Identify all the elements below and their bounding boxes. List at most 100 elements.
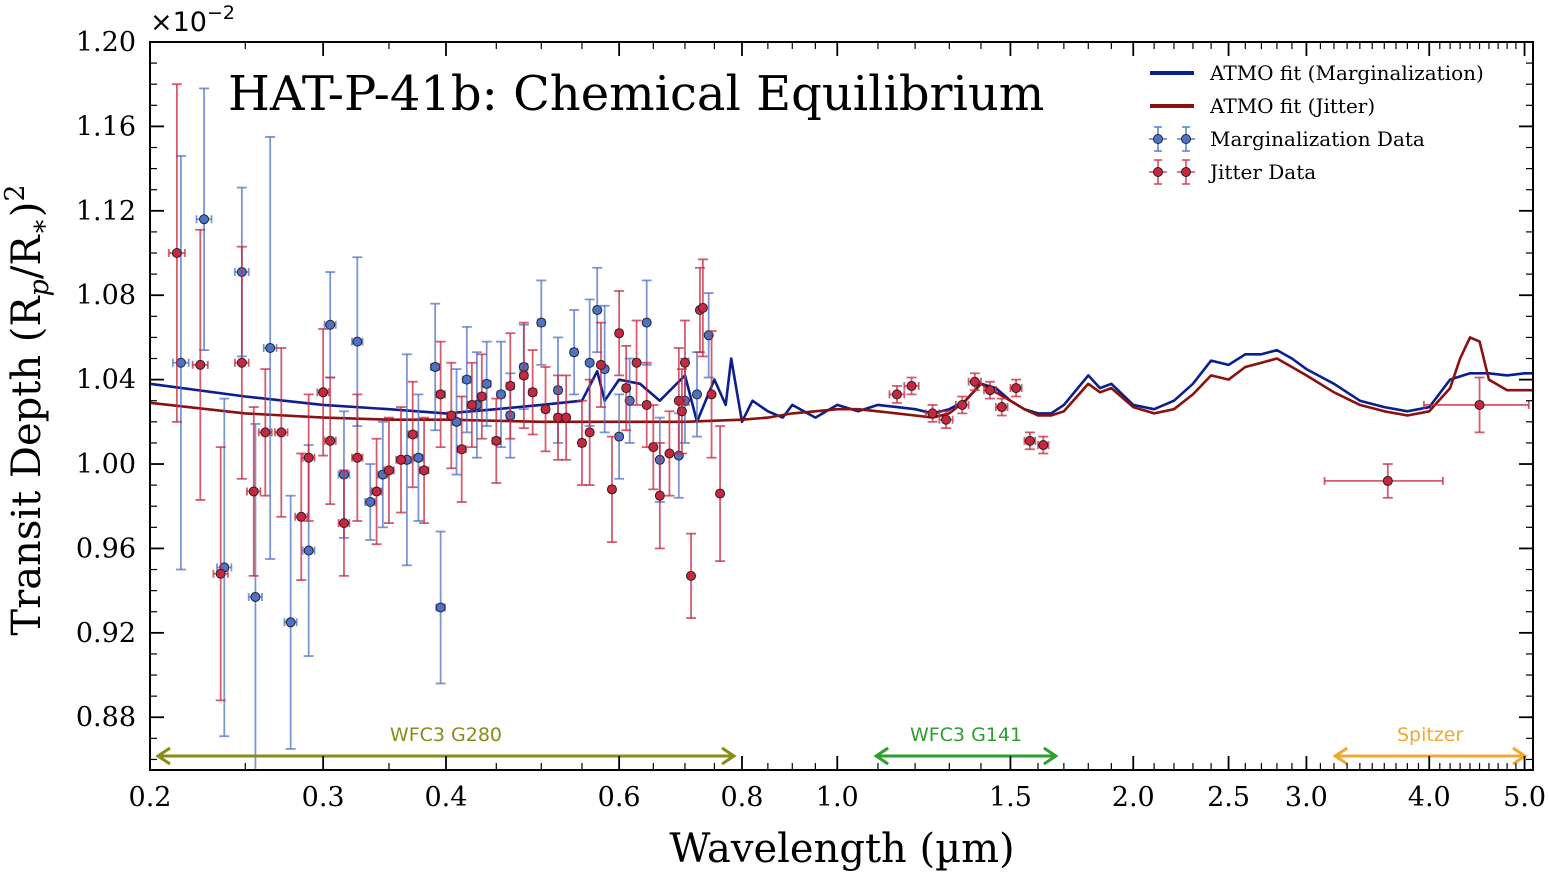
- data-point-0-4: [247, 423, 263, 771]
- data-point-1-34: [614, 290, 625, 377]
- data-point-0-1: [195, 87, 213, 351]
- data-point-1-21: [466, 361, 477, 449]
- data-point-1-32: [595, 321, 606, 408]
- data-point-1-31: [584, 378, 595, 487]
- data-point-1-7: [294, 452, 309, 581]
- data-point-0-16: [435, 530, 446, 685]
- legend-label: Marginalization Data: [1210, 127, 1425, 151]
- legend-marker: [1153, 134, 1163, 144]
- data-point-1-35: [621, 344, 632, 432]
- data-point-1-22: [476, 353, 487, 440]
- data-point-0-28: [592, 266, 603, 354]
- data-point-1-8: [301, 393, 316, 522]
- data-point-1-11: [337, 469, 351, 577]
- y-tick-label: 0.88: [76, 702, 136, 733]
- data-point-0-21: [496, 340, 507, 449]
- y-tick-label: 1.20: [76, 27, 136, 58]
- data-point-1-60: [1323, 463, 1444, 499]
- legend: ATMO fit (Marginalization) ATMO fit (Jitt…: [1149, 61, 1484, 185]
- annotation-label: WFC3 G280: [390, 724, 502, 746]
- data-point-1-61: [1422, 376, 1530, 434]
- annotation-arrowhead-left: [155, 746, 171, 766]
- data-point-0-15: [429, 302, 441, 432]
- data-point-0-2: [216, 397, 233, 738]
- data-point-1-46: [697, 258, 708, 358]
- data-point-1-14: [383, 416, 395, 525]
- annotation-label: Spitzer: [1397, 724, 1464, 746]
- data-point-1-44: [686, 532, 697, 619]
- x-tick-label: 0.6: [598, 782, 641, 813]
- x-tick-label: 3.0: [1285, 782, 1328, 813]
- x-tick-label: 0.2: [129, 782, 172, 813]
- legend-entry-1: ATMO fit (Jitter): [1150, 94, 1375, 118]
- data-point-1-12: [351, 393, 364, 522]
- data-point-1-30: [576, 399, 587, 487]
- data-point-1-33: [606, 435, 617, 544]
- data-point-0-17: [451, 368, 462, 476]
- plot-frame: [149, 41, 1534, 771]
- annotation-arrowhead-left: [1332, 746, 1349, 766]
- annotation-label: WFC3 G141: [910, 724, 1022, 746]
- y-tick-label: 1.16: [76, 111, 136, 142]
- annotation-1: WFC3 G141: [873, 724, 1059, 766]
- x-tick-label: 0.8: [721, 782, 764, 813]
- data-point-1-19: [446, 361, 457, 470]
- chart-title: HAT-P-41b: Chemical Equilibrium: [228, 66, 1044, 122]
- data-point-0-31: [624, 357, 635, 444]
- x-tick-label: 0.3: [302, 782, 345, 813]
- x-tick-label: 2.5: [1207, 782, 1250, 813]
- y-tick-label: 1.08: [76, 280, 136, 311]
- data-point-0-11: [364, 463, 377, 541]
- x-tick-label: 1.0: [816, 782, 859, 813]
- data-point-1-17: [418, 416, 430, 525]
- data-point-0-20: [481, 340, 492, 427]
- data-point-0-18: [461, 325, 472, 434]
- data-point-0-24: [536, 279, 547, 366]
- y-tick-label: 0.96: [76, 533, 136, 564]
- y-tick-label: 1.04: [76, 365, 136, 396]
- data-point-1-56: [995, 397, 1009, 417]
- data-point-1-5: [257, 368, 273, 497]
- data-point-1-43: [679, 319, 690, 406]
- legend-marker: [1181, 167, 1191, 177]
- data-point-1-38: [648, 404, 659, 491]
- instrument-annotations: WFC3 G280 WFC3 G141 Spitzer: [155, 724, 1528, 766]
- legend-entry-3: Jitter Data: [1149, 159, 1316, 185]
- data-point-1-29: [561, 374, 572, 461]
- data-point-0-8: [323, 271, 337, 379]
- data-errorbars: [167, 83, 1530, 771]
- data-point-1-59: [1037, 435, 1050, 455]
- legend-label: ATMO fit (Marginalization): [1209, 61, 1484, 85]
- data-point-1-10: [323, 376, 337, 506]
- annotation-arrowhead-right: [721, 746, 737, 766]
- data-point-1-53: [954, 395, 970, 415]
- data-point-1-23: [491, 397, 502, 484]
- data-point-1-58: [1023, 431, 1037, 451]
- x-tick-label: 2.0: [1112, 782, 1155, 813]
- data-point-1-39: [654, 442, 665, 550]
- data-point-1-2: [212, 446, 229, 702]
- data-point-0-36: [691, 351, 702, 438]
- legend-label: Jitter Data: [1208, 160, 1316, 184]
- data-point-0-32: [641, 279, 652, 366]
- data-point-1-9: [316, 328, 330, 457]
- legend-marker: [1181, 134, 1191, 144]
- data-point-1-26: [527, 349, 538, 436]
- data-point-1-37: [641, 361, 652, 449]
- data-point-1-36: [631, 319, 642, 406]
- annotation-arrowhead-right: [1043, 746, 1059, 766]
- legend-marker: [1153, 167, 1163, 177]
- data-point-1-54: [967, 372, 982, 392]
- data-point-1-0: [167, 83, 186, 423]
- data-point-1-57: [1009, 378, 1023, 398]
- annotation-arrowhead-left: [873, 746, 889, 766]
- data-point-1-16: [407, 380, 419, 489]
- data-point-0-26: [569, 309, 580, 396]
- data-point-0-14: [412, 393, 424, 522]
- data-point-1-15: [395, 406, 407, 514]
- data-point-1-20: [456, 395, 467, 503]
- data-point-0-5: [262, 136, 278, 560]
- y-tick-label: 1.12: [76, 196, 136, 227]
- x-axis-title: Wavelength (µm): [669, 826, 1014, 872]
